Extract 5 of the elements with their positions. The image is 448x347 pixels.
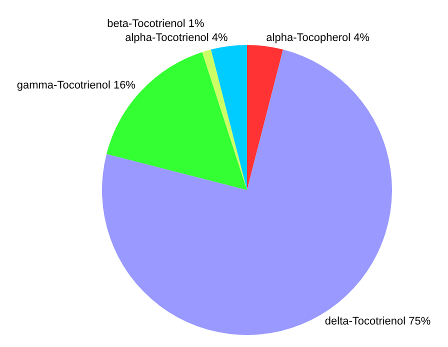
slice-label: alpha-Tocotrienol 4% (125, 32, 228, 44)
slice-label: delta-Tocotrienol 75% (324, 316, 431, 328)
slice-label: beta-Tocotrienol 1% (107, 18, 205, 30)
slice-label: alpha-Tocopherol 4% (266, 32, 370, 44)
slice-label: gamma-Tocotrienol 16% (16, 79, 136, 92)
